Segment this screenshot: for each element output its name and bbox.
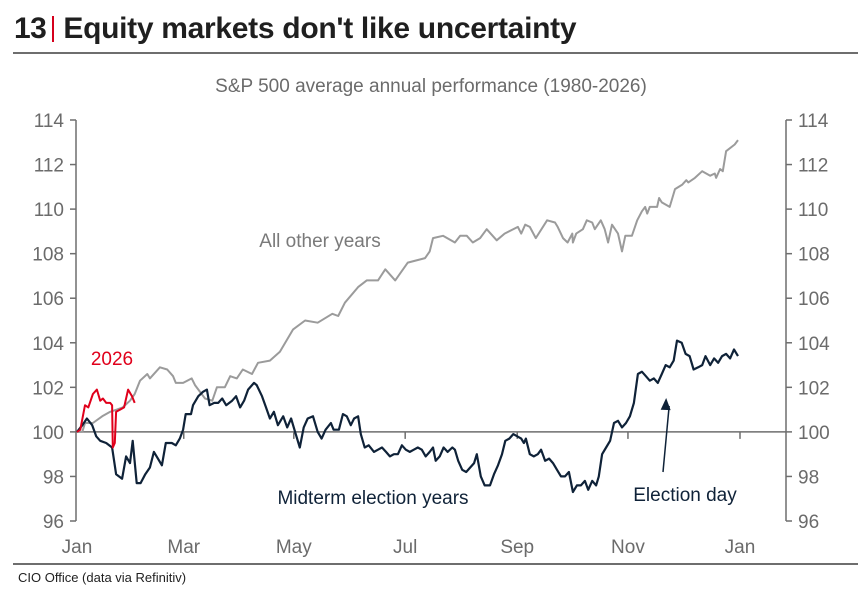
x-tick-label: Mar: [167, 537, 200, 558]
right-y-tick-label: 100: [798, 423, 830, 444]
source-note: CIO Office (data via Refinitiv): [18, 570, 187, 585]
title-separator: [52, 16, 55, 42]
left-y-tick-label: 102: [32, 378, 64, 399]
left-y-tick-label: 106: [32, 289, 64, 310]
right-y-tick-label: 104: [798, 334, 830, 355]
right-y-tick-label: 112: [798, 156, 828, 177]
x-tick-label: Jan: [725, 537, 756, 558]
series-all-other-years: [77, 139, 739, 433]
series-2026: [76, 388, 136, 449]
x-tick-label: May: [276, 537, 312, 558]
series-layer: [76, 139, 739, 494]
x-tick-label: Jan: [62, 537, 93, 558]
left-y-tick-label: 112: [34, 156, 64, 177]
left-y-tick-label: 104: [32, 334, 64, 355]
election-day-arrow-head: [660, 397, 671, 411]
left-y-tick-label: 98: [43, 467, 64, 488]
left-y-tick-label: 100: [32, 423, 64, 444]
right-y-tick-label: 102: [798, 378, 830, 399]
right-y-tick-label: 106: [798, 289, 830, 310]
label-election-day: Election day: [633, 485, 737, 506]
left-y-tick-label: 96: [43, 512, 64, 533]
title-divider: [13, 52, 858, 54]
left-y-tick-label: 108: [32, 245, 64, 266]
left-y-tick-label: 114: [34, 111, 65, 132]
series-midterm-years: [76, 339, 739, 494]
chart-number: 13: [14, 12, 47, 45]
chart-subtitle: S&P 500 average annual performance (1980…: [215, 76, 647, 97]
label-midterm-years: Midterm election years: [277, 488, 468, 509]
left-y-tick-label: 110: [34, 200, 64, 221]
page-title: 13 Equity markets don't like uncertainty: [14, 12, 577, 46]
right-y-tick-label: 98: [798, 467, 819, 488]
title-text: Equity markets don't like uncertainty: [63, 12, 577, 45]
footer-divider: [13, 563, 858, 565]
annotations: All other years Midterm election years 202…: [91, 231, 737, 509]
right-y-tick-label: 96: [798, 512, 819, 533]
right-y-tick-label: 110: [798, 200, 828, 221]
election-day-arrow-shaft: [662, 405, 670, 473]
label-2026: 2026: [91, 349, 133, 370]
label-all-other-years: All other years: [259, 231, 380, 252]
axes: 96 96 98 98 100 100 102 102 104 104 106 106 108 108 11…: [32, 111, 830, 558]
x-tick-label: Jul: [393, 537, 417, 558]
right-y-tick-label: 108: [798, 245, 830, 266]
x-tick-label: Sep: [500, 537, 534, 558]
x-tick-label: Nov: [611, 537, 645, 558]
right-y-tick-label: 114: [798, 111, 829, 132]
